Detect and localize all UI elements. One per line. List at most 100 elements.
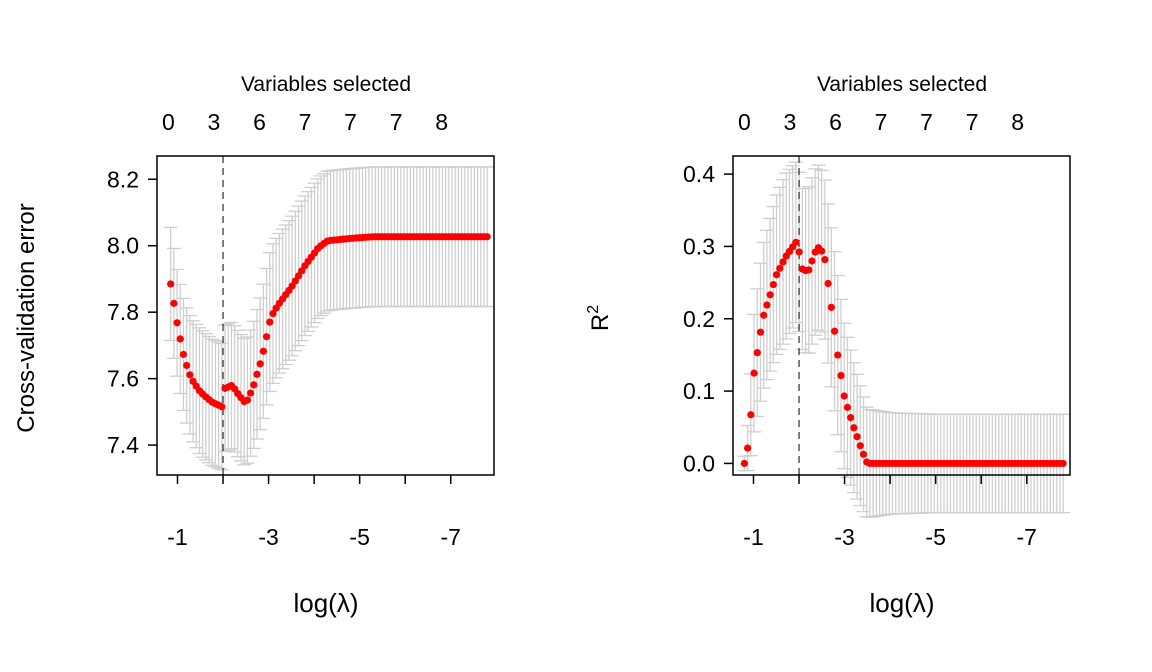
top-tick-label: 6 [829, 109, 842, 135]
data-point [769, 280, 777, 289]
x-tick-label: -3 [834, 524, 854, 550]
y-tick-label: 8.0 [107, 233, 139, 259]
data-point [808, 257, 816, 265]
data-points [740, 238, 1067, 468]
top-axis: 0 3 6 7 7 7 8 [738, 109, 1024, 135]
data-point [795, 248, 803, 256]
data-point [243, 396, 251, 404]
x-axis: -1 -3 -5 -7 [743, 475, 1037, 550]
y-tick-label: 0.4 [683, 161, 715, 187]
data-point [750, 369, 758, 377]
top-tick-label: 7 [299, 109, 312, 135]
data-point [246, 389, 255, 397]
x-tick-label: -1 [167, 524, 187, 550]
r-squared-panel: Variables selected R2 log(λ) -1 -3 -5 -7 0 3 6… [585, 73, 1071, 618]
top-axis-title: Variables selected [241, 73, 411, 96]
data-point [173, 319, 181, 327]
data-point [853, 433, 861, 441]
data-point [747, 411, 755, 419]
x-tick-label: -5 [925, 524, 945, 550]
data-point [186, 371, 194, 379]
top-tick-label: 7 [390, 109, 403, 135]
data-point [483, 233, 491, 241]
x-axis: -1 -3 -5 -7 [167, 475, 461, 550]
data-point [818, 247, 826, 255]
top-tick-label: 8 [1011, 109, 1024, 135]
data-point [269, 309, 277, 318]
top-tick-label: 3 [784, 109, 797, 135]
data-point [805, 266, 813, 274]
data-point [821, 256, 829, 264]
y-tick-label: 8.2 [107, 166, 139, 192]
data-point [756, 328, 765, 336]
data-point [167, 280, 175, 288]
data-point [843, 403, 852, 411]
data-point [176, 335, 184, 343]
top-tick-label: 0 [162, 109, 175, 135]
data-point [179, 350, 188, 359]
data-point [183, 361, 191, 370]
data-point [262, 333, 271, 341]
top-tick-label: 7 [966, 109, 979, 135]
y-axis-label: Cross-validation error [13, 203, 40, 432]
plot-frame [732, 155, 1071, 476]
x-tick-label: -1 [743, 524, 763, 550]
data-point [259, 347, 267, 355]
data-point [256, 360, 264, 368]
data-point [1059, 459, 1067, 468]
y-tick-label: 7.6 [107, 366, 139, 392]
data-point [827, 303, 835, 311]
top-tick-label: 7 [875, 109, 888, 135]
data-point [250, 381, 258, 389]
y-axis-label: R2 [585, 305, 614, 331]
cv-error-panel: Variables selected Cross-validation erro… [13, 73, 495, 618]
data-point [847, 414, 855, 422]
y-axis: 7.4 7.6 7.8 8.0 8.2 [107, 166, 157, 458]
data-point [834, 351, 842, 359]
plot-area [737, 156, 1071, 518]
plot-area [163, 156, 495, 475]
y-axis-label-superscript: 2 [585, 305, 602, 314]
data-point [779, 258, 787, 266]
data-point [170, 299, 178, 307]
data-point [792, 238, 800, 246]
top-tick-label: 0 [738, 109, 751, 135]
data-point [830, 327, 839, 335]
data-point [856, 442, 864, 450]
y-tick-label: 0.2 [683, 306, 715, 332]
data-point [824, 279, 832, 288]
data-point [837, 371, 845, 380]
x-axis-label: log(λ) [869, 588, 934, 618]
top-tick-label: 7 [344, 109, 357, 135]
y-axis: 0.0 0.1 0.2 0.3 0.4 [683, 161, 733, 476]
x-tick-label: -3 [258, 524, 278, 550]
y-tick-label: 0.1 [683, 378, 715, 404]
top-axis-title: Variables selected [817, 73, 987, 96]
data-point [766, 291, 774, 299]
data-point [850, 424, 858, 432]
x-axis-label: log(λ) [293, 588, 358, 618]
y-axis-label-base: R [587, 314, 614, 331]
y-tick-label: 7.8 [107, 299, 139, 325]
data-point [776, 264, 784, 272]
data-point [218, 403, 226, 411]
x-tick-label: -5 [349, 524, 369, 550]
data-point [753, 349, 761, 357]
x-tick-label: -7 [1017, 524, 1037, 550]
top-tick-label: 7 [920, 109, 933, 135]
y-tick-label: 0.0 [683, 450, 715, 476]
data-point [760, 311, 768, 319]
data-point [253, 370, 261, 378]
data-point [772, 271, 781, 279]
top-tick-label: 8 [435, 109, 448, 135]
data-points [167, 233, 491, 411]
data-point [840, 392, 848, 400]
plot-frame [156, 155, 495, 476]
y-tick-label: 7.4 [107, 432, 139, 458]
data-point [859, 450, 868, 458]
x-tick-label: -7 [441, 524, 461, 550]
top-tick-label: 3 [208, 109, 221, 135]
data-point [744, 444, 752, 452]
data-point [266, 318, 274, 326]
